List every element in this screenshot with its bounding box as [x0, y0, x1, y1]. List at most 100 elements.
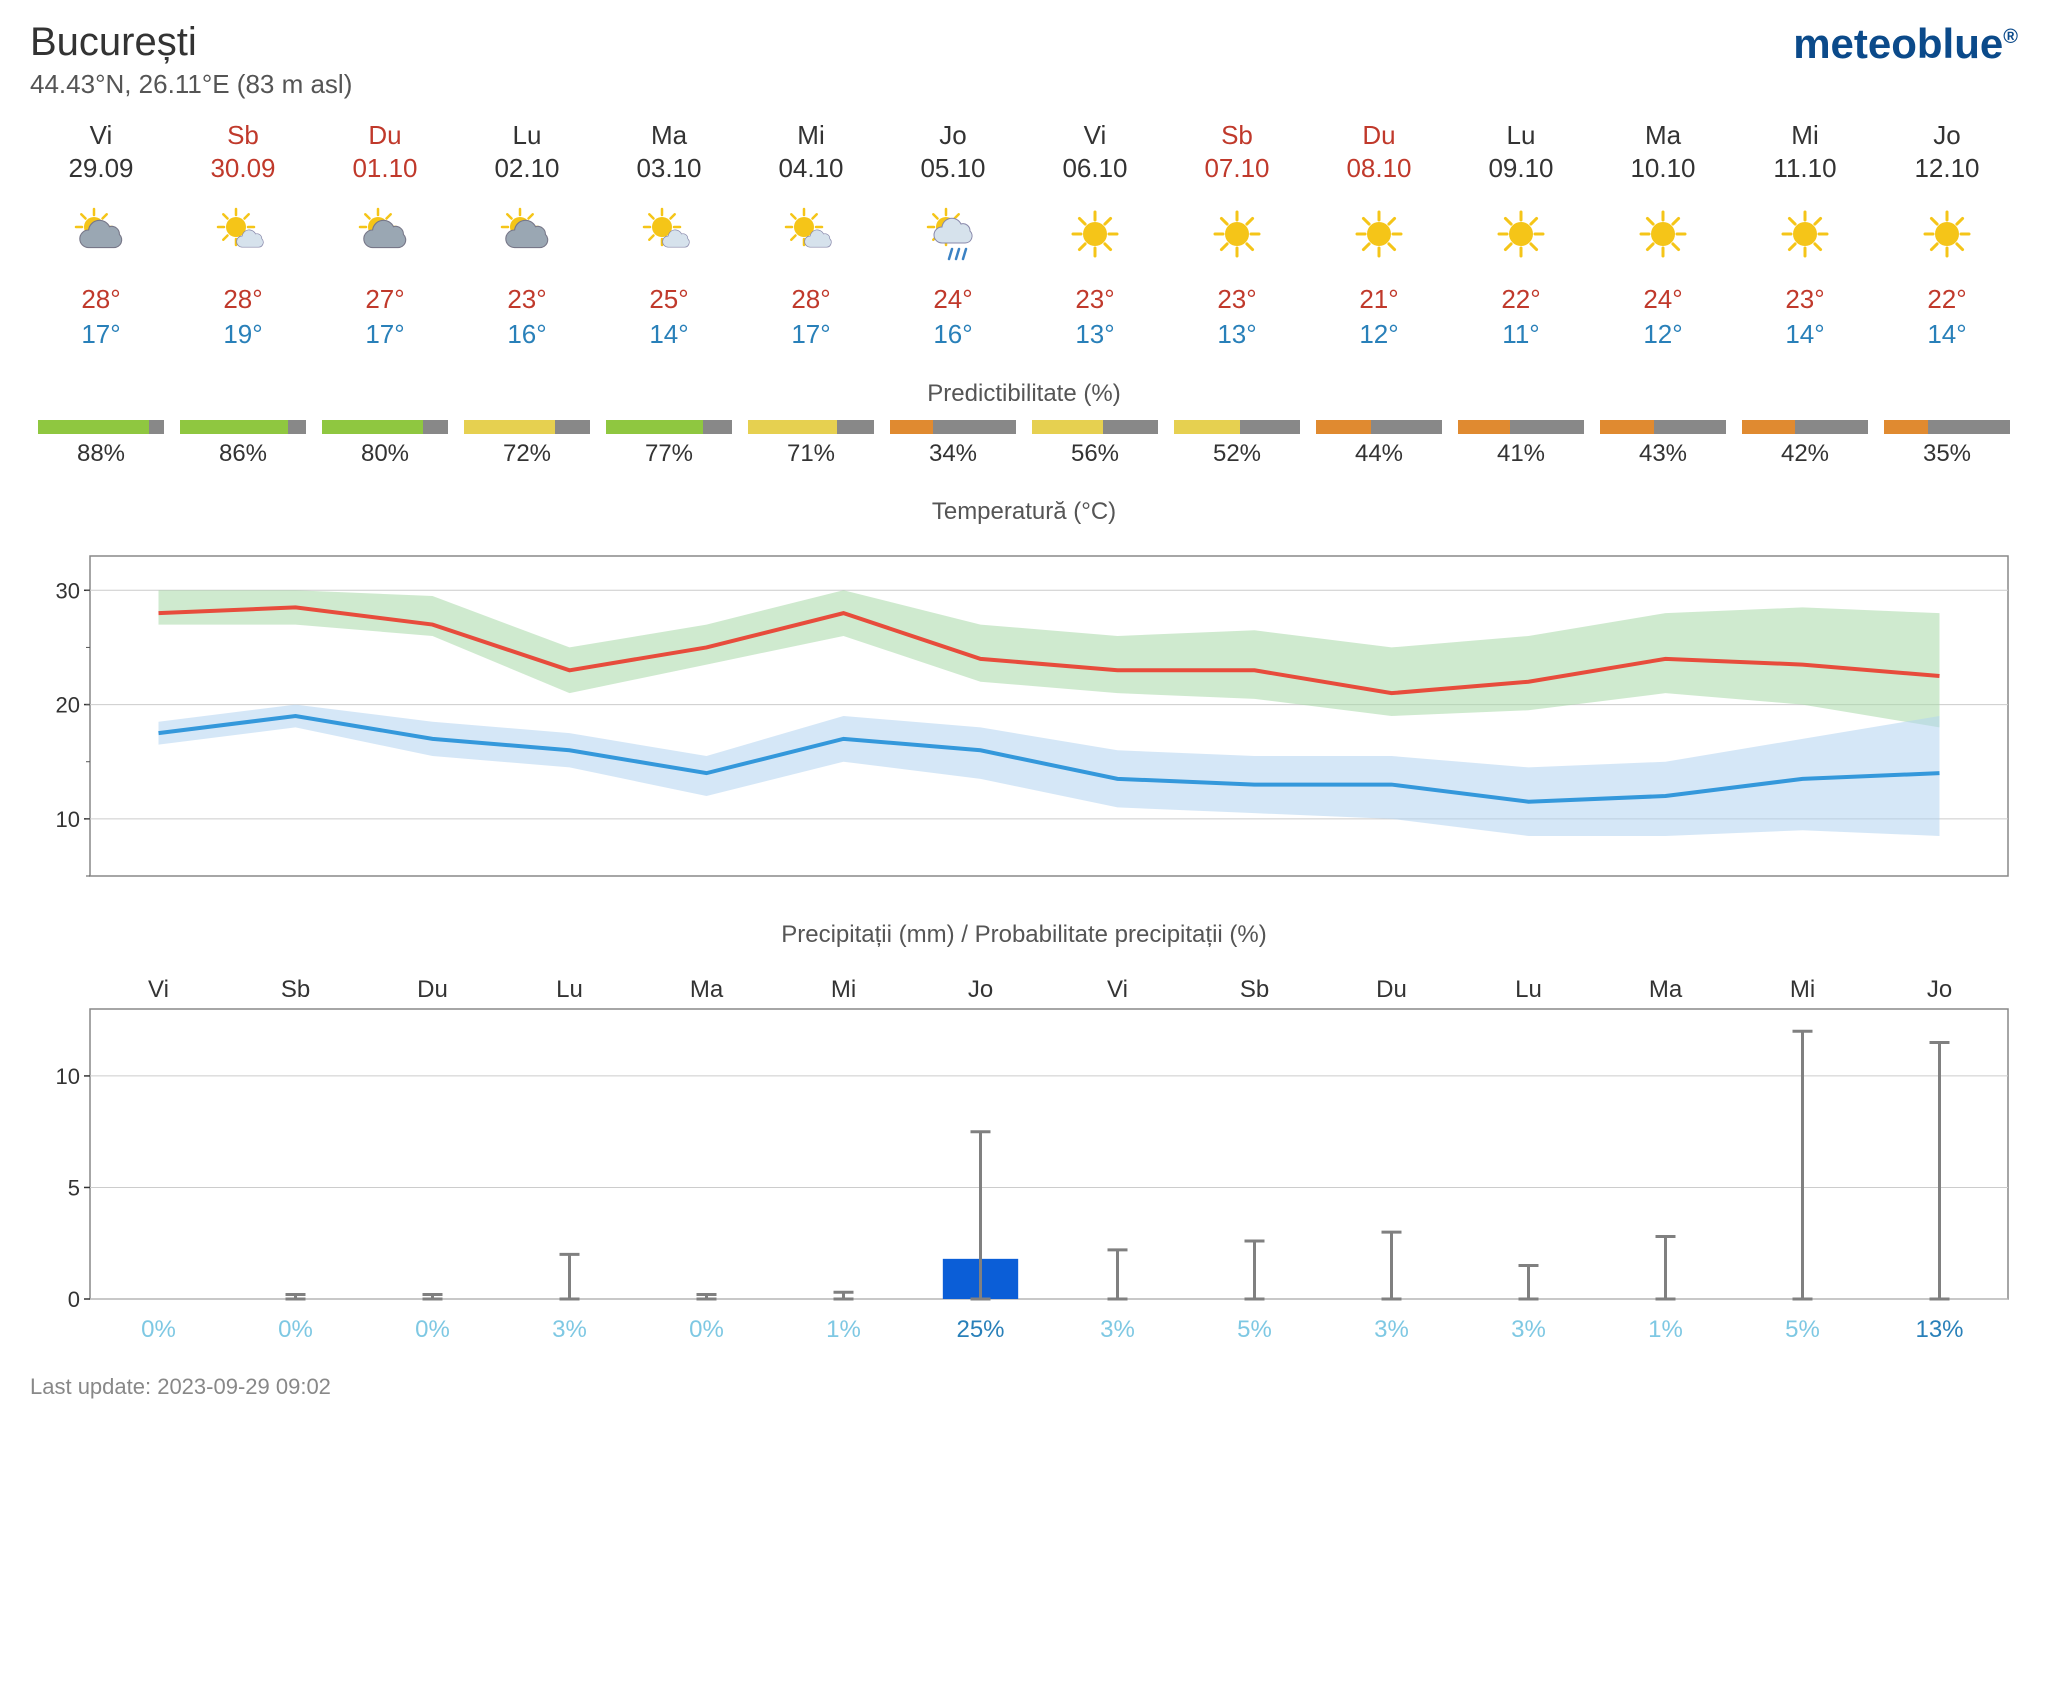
svg-text:Mi: Mi [1790, 976, 1815, 1003]
weather-icon-sunny [1024, 204, 1166, 264]
predictability-bar [180, 420, 306, 434]
predictability-bar [464, 420, 590, 434]
day-date: 03.10 [598, 153, 740, 184]
predictability-value: 86% [180, 440, 306, 468]
day-abbr: Lu [1450, 120, 1592, 151]
svg-text:5%: 5% [1785, 1316, 1820, 1343]
predictability-cell: 34% [882, 420, 1024, 468]
temp-low: 16° [456, 319, 598, 350]
day-header: Jo12.10 [1876, 120, 2018, 184]
brand-name: meteoblue [1793, 20, 2003, 67]
temp-high: 28° [172, 284, 314, 315]
predictability-cell: 88% [30, 420, 172, 468]
day-header: Vi29.09 [30, 120, 172, 184]
hi-lo-temps-row: 28°17°28°19°27°17°23°16°25°14°28°17°24°1… [30, 284, 2018, 350]
predictability-cell: 72% [456, 420, 598, 468]
day-date: 08.10 [1308, 153, 1450, 184]
weather-icon-sunny [1592, 204, 1734, 264]
weather-icon-sunny [1308, 204, 1450, 264]
day-abbr: Ma [598, 120, 740, 151]
day-abbr: Jo [1876, 120, 2018, 151]
day-labels-row: Vi29.09Sb30.09Du01.10Lu02.10Ma03.10Mi04.… [30, 120, 2018, 184]
predictability-bar [38, 420, 164, 434]
temp-low: 17° [30, 319, 172, 350]
svg-text:0: 0 [68, 1287, 80, 1312]
svg-text:1%: 1% [826, 1316, 861, 1343]
temp-low: 17° [314, 319, 456, 350]
day-date: 30.09 [172, 153, 314, 184]
temp-high: 22° [1876, 284, 2018, 315]
temp-high: 24° [882, 284, 1024, 315]
temp-low: 16° [882, 319, 1024, 350]
weather-icon-sunny [1734, 204, 1876, 264]
predictability-bar [322, 420, 448, 434]
temp-low: 14° [1734, 319, 1876, 350]
svg-text:20: 20 [56, 693, 80, 718]
temp-low: 13° [1024, 319, 1166, 350]
day-abbr: Sb [172, 120, 314, 151]
svg-text:Sb: Sb [281, 976, 310, 1003]
day-header: Lu02.10 [456, 120, 598, 184]
svg-text:Jo: Jo [968, 976, 993, 1003]
location-name: București [30, 20, 352, 65]
svg-text:3%: 3% [552, 1316, 587, 1343]
day-date: 04.10 [740, 153, 882, 184]
day-header: Mi04.10 [740, 120, 882, 184]
svg-text:3%: 3% [1100, 1316, 1135, 1343]
temp-high: 25° [598, 284, 740, 315]
temp-low: 12° [1592, 319, 1734, 350]
weather-icon-sunny_small_cloud [740, 204, 882, 264]
day-abbr: Mi [1734, 120, 1876, 151]
temp-high: 23° [1024, 284, 1166, 315]
svg-text:Du: Du [1376, 976, 1407, 1003]
day-header: Ma10.10 [1592, 120, 1734, 184]
predictability-cell: 56% [1024, 420, 1166, 468]
predictability-value: 41% [1458, 440, 1584, 468]
svg-text:0%: 0% [278, 1316, 313, 1343]
predictability-cell: 71% [740, 420, 882, 468]
temp-high: 27° [314, 284, 456, 315]
day-date: 09.10 [1450, 153, 1592, 184]
predictability-bar [1600, 420, 1726, 434]
temp-hi-lo: 24°16° [882, 284, 1024, 350]
svg-text:3%: 3% [1374, 1316, 1409, 1343]
last-update: Last update: 2023-09-29 09:02 [30, 1374, 2018, 1400]
temp-low: 11° [1450, 319, 1592, 350]
predictability-bar [1032, 420, 1158, 434]
svg-text:Vi: Vi [1107, 976, 1128, 1003]
brand-logo: meteoblue® [1793, 20, 2018, 68]
predictability-cell: 41% [1450, 420, 1592, 468]
predictability-bar [1742, 420, 1868, 434]
day-date: 01.10 [314, 153, 456, 184]
day-abbr: Sb [1166, 120, 1308, 151]
svg-text:5: 5 [68, 1175, 80, 1200]
temp-hi-lo: 28°17° [30, 284, 172, 350]
svg-text:Ma: Ma [1649, 976, 1683, 1003]
predictability-cell: 35% [1876, 420, 2018, 468]
predictability-cell: 77% [598, 420, 740, 468]
temperature-chart-label: Temperatură (°C) [30, 498, 2018, 526]
temp-low: 17° [740, 319, 882, 350]
predictability-value: 56% [1032, 440, 1158, 468]
temp-low: 13° [1166, 319, 1308, 350]
weather-icon-sunny [1166, 204, 1308, 264]
day-header: Sb07.10 [1166, 120, 1308, 184]
day-date: 29.09 [30, 153, 172, 184]
day-header: Mi11.10 [1734, 120, 1876, 184]
weather-icon-sun_behind_cloud [314, 204, 456, 264]
brand-reg: ® [2003, 26, 2018, 48]
temp-high: 21° [1308, 284, 1450, 315]
svg-text:10: 10 [56, 807, 80, 832]
predictability-bar [1174, 420, 1300, 434]
predictability-bar [606, 420, 732, 434]
temp-hi-lo: 28°19° [172, 284, 314, 350]
temp-hi-lo: 23°16° [456, 284, 598, 350]
day-header: Vi06.10 [1024, 120, 1166, 184]
predictability-value: 72% [464, 440, 590, 468]
predictability-label: Predictibilitate (%) [30, 380, 2018, 408]
temp-hi-lo: 23°13° [1166, 284, 1308, 350]
temp-hi-lo: 28°17° [740, 284, 882, 350]
svg-text:5%: 5% [1237, 1316, 1272, 1343]
predictability-value: 52% [1174, 440, 1300, 468]
day-abbr: Jo [882, 120, 1024, 151]
